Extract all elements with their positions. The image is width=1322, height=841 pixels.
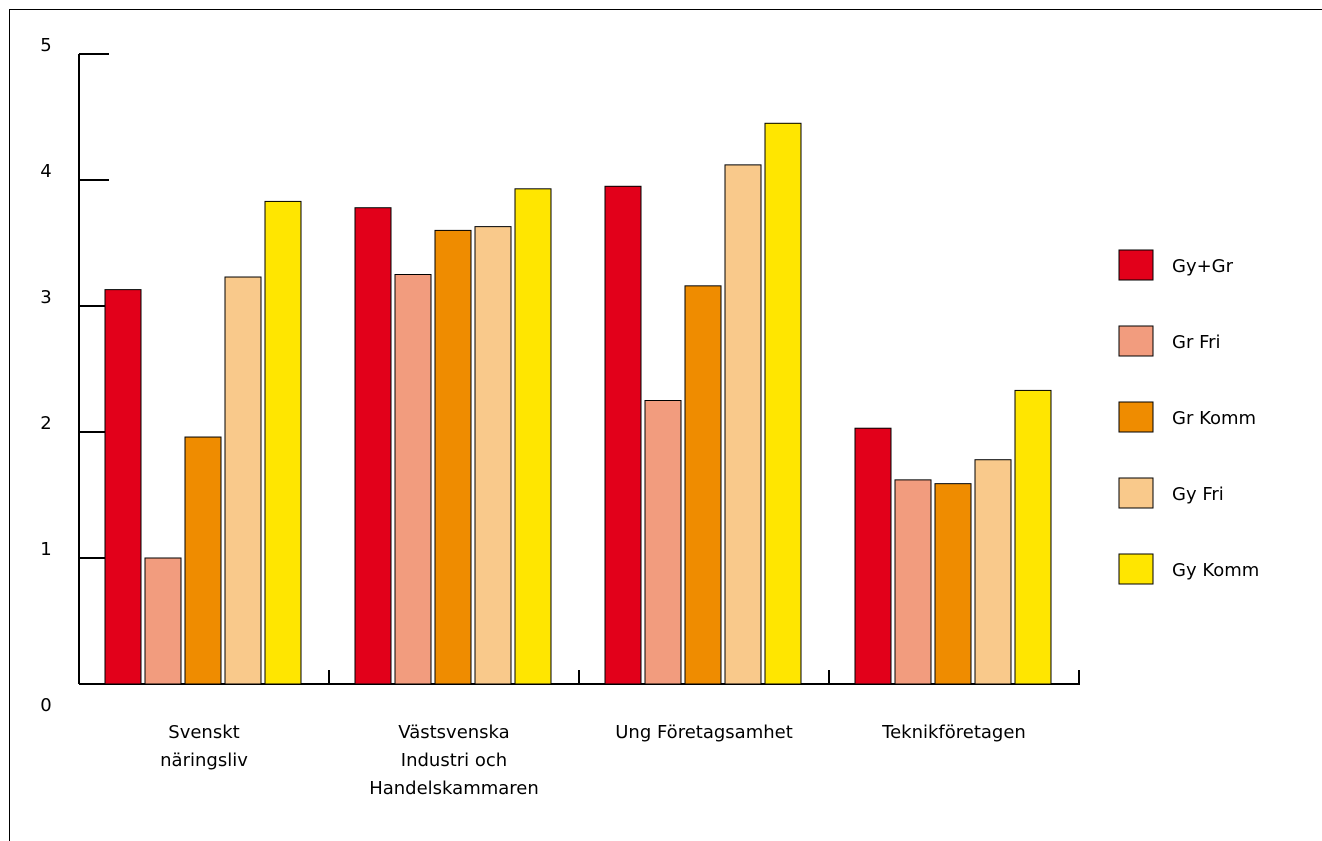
bar: [1014, 389, 1052, 685]
y-tick-label: 3: [40, 287, 51, 308]
chart-frame: [9, 9, 1322, 841]
category-label: Västsvenska Industri och Handelskammaren: [369, 722, 539, 799]
bar: [764, 122, 802, 685]
bar: [724, 164, 762, 685]
bar: [354, 207, 392, 685]
legend-label: Gy Komm: [1172, 560, 1259, 581]
legend-swatch: [1118, 401, 1154, 433]
legend-label: Gy+Gr: [1172, 256, 1234, 277]
bar: [224, 276, 262, 685]
legend: Gy+Gr Gr Fri Gr Komm Gy Fri Gy Komm: [1118, 249, 1259, 585]
legend-swatch: [1118, 249, 1154, 281]
y-tick-label: 5: [40, 35, 51, 56]
labels: 0 1 2 3 4 5 Svenskt näringsliv Västsvenska Indust…: [40, 35, 1026, 799]
bar: [934, 483, 972, 685]
category-label: Ung Företagsamhet: [615, 722, 793, 743]
category-label: Teknikföretagen: [881, 722, 1026, 743]
bar: [264, 200, 302, 685]
bar: [184, 436, 222, 685]
legend-label: Gr Fri: [1172, 332, 1221, 353]
bar: [394, 274, 432, 685]
bar: [514, 188, 552, 685]
y-tick-label: 2: [40, 413, 51, 434]
bar: [974, 459, 1012, 685]
y-tick-label: 4: [40, 161, 51, 182]
legend-swatch: [1118, 477, 1154, 509]
bar: [644, 400, 682, 685]
bars: [104, 122, 1052, 685]
bar: [684, 285, 722, 685]
legend-label: Gr Komm: [1172, 408, 1256, 429]
bar: [604, 185, 642, 685]
legend-swatch: [1118, 325, 1154, 357]
legend-label: Gy Fri: [1172, 484, 1224, 505]
bar: [854, 427, 892, 685]
bar: [474, 226, 512, 685]
bar: [144, 557, 182, 685]
bar: [894, 479, 932, 685]
bar: [104, 289, 142, 685]
y-tick-label: 1: [40, 539, 51, 560]
y-tick-label: 0: [40, 695, 51, 716]
legend-swatch: [1118, 553, 1154, 585]
bar: [434, 229, 472, 685]
category-label: Svenskt näringsliv: [160, 722, 248, 771]
